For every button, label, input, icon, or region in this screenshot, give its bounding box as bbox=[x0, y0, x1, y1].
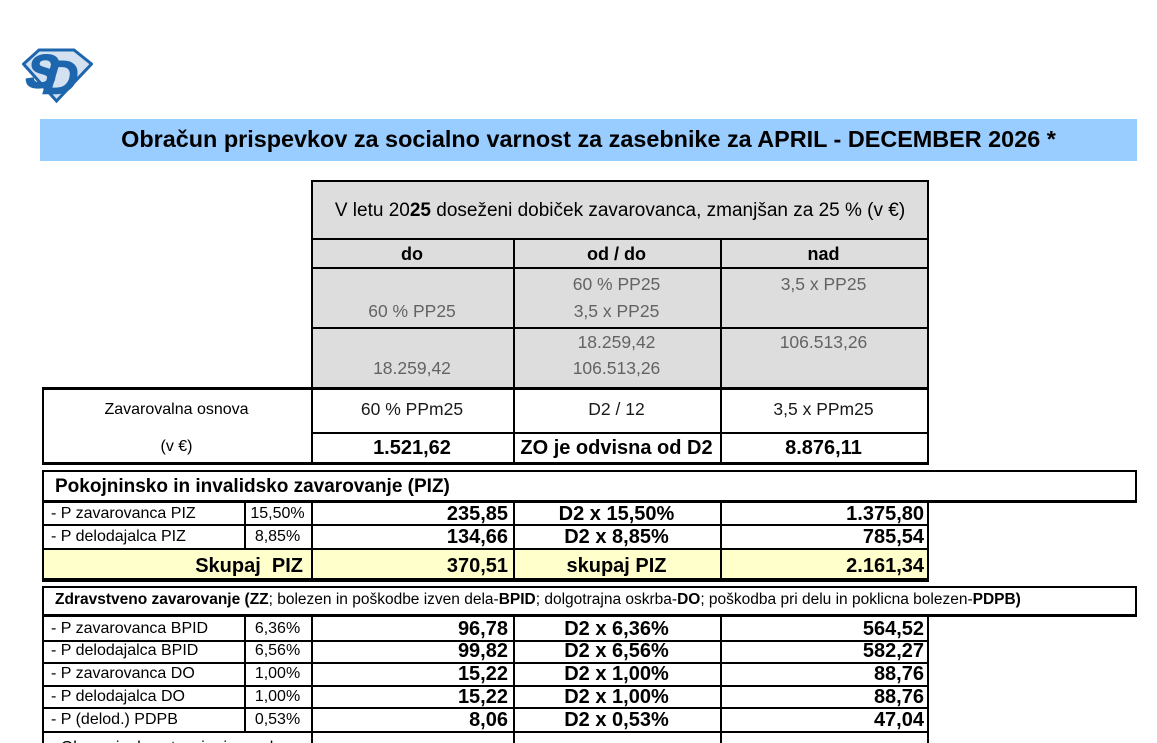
svg-text:S: S bbox=[24, 48, 61, 97]
svg-text:D: D bbox=[41, 51, 80, 103]
